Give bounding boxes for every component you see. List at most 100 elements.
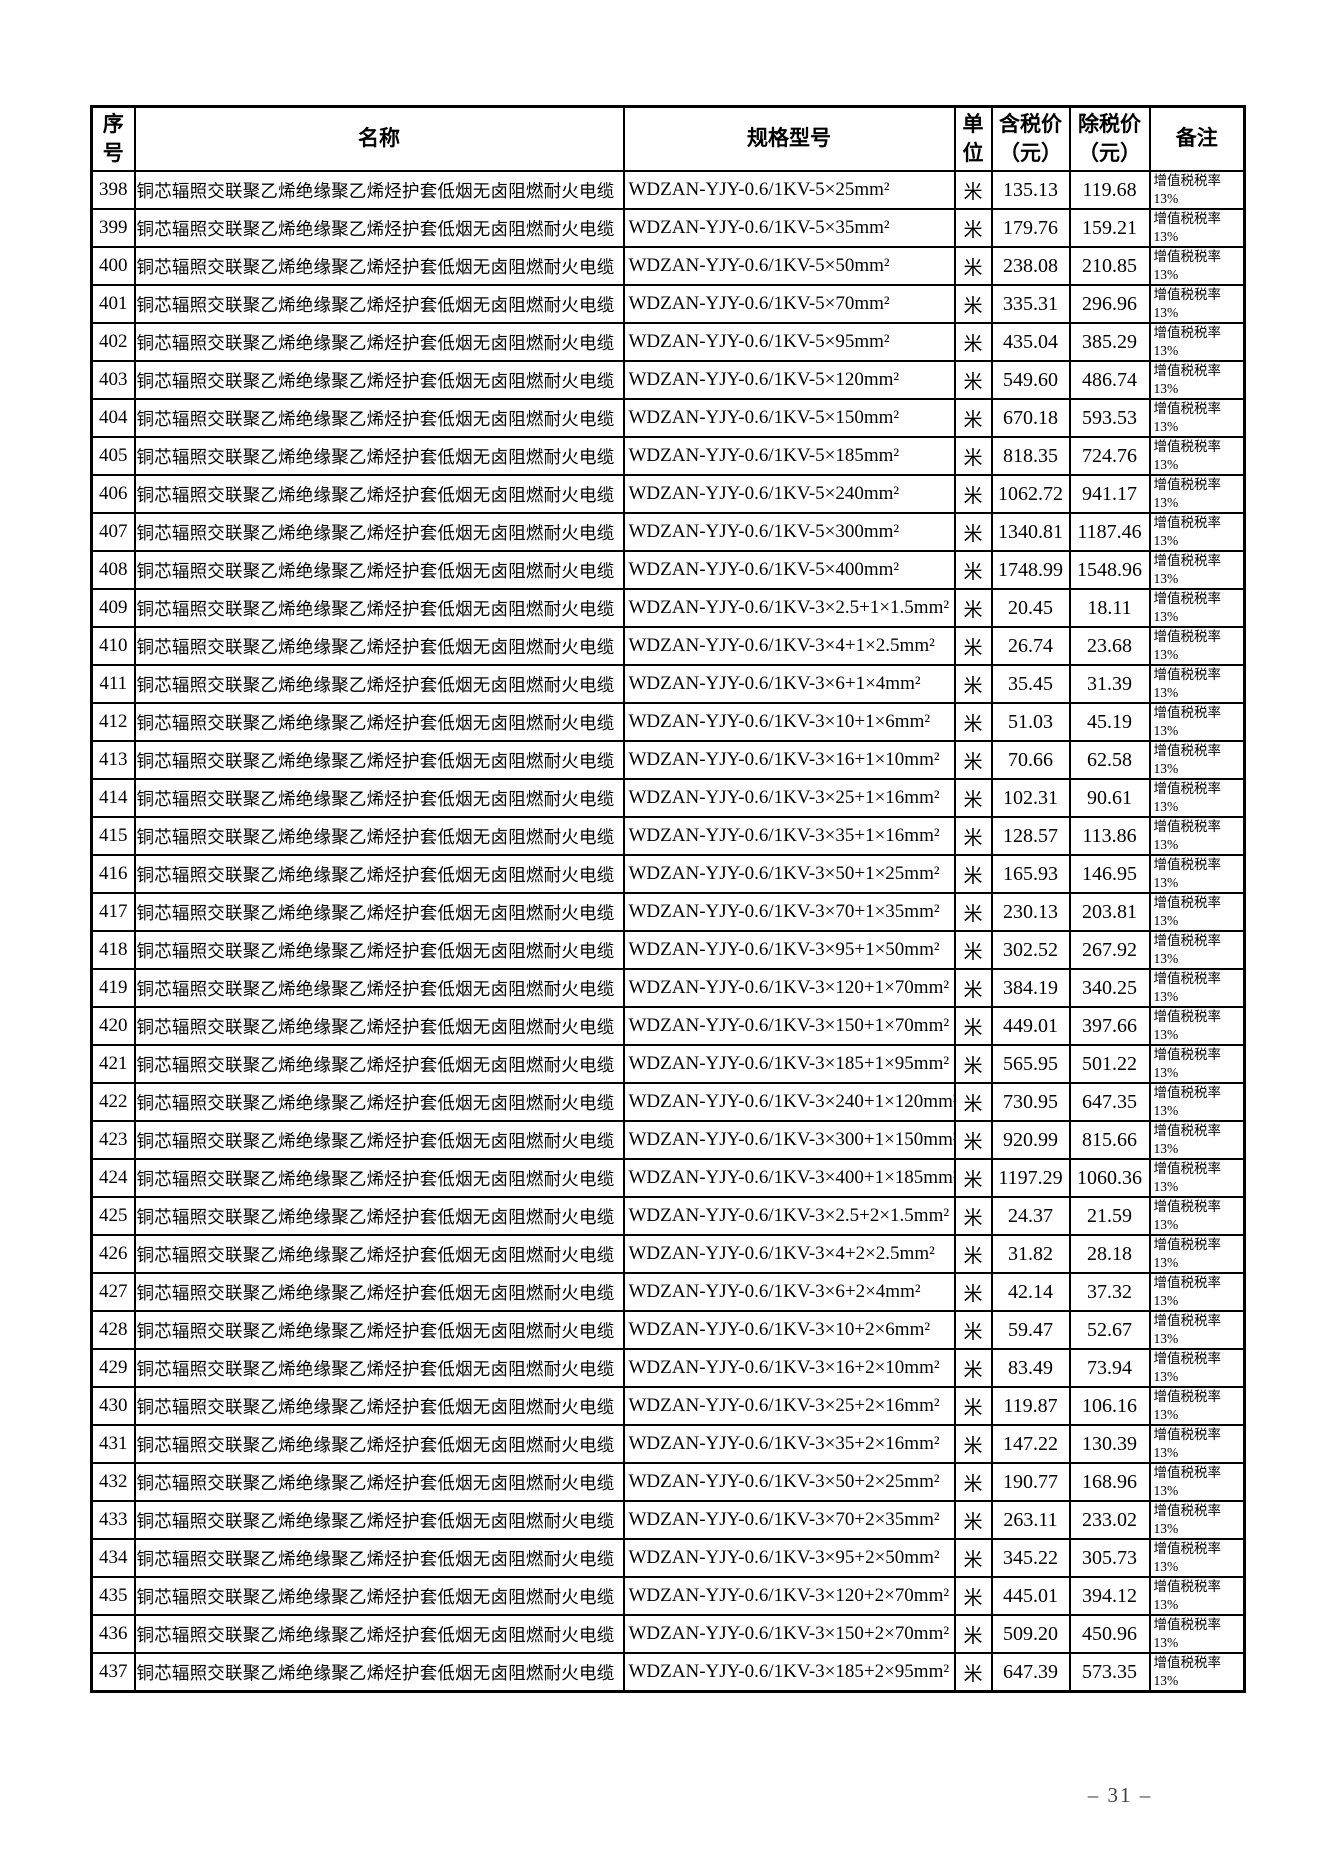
remark-rate-label: 增值税税率 [1153,1237,1222,1253]
cell-product-name: 铜芯辐照交联聚乙烯绝缘聚乙烯烃护套低烟无卤阻燃耐火电缆 [133,930,625,970]
cell-remark: 增值税税率 13% [1148,360,1246,400]
cell-unit: 米 [953,1196,993,1236]
cell-product-name: 铜芯辐照交联聚乙烯绝缘聚乙烯烃护套低烟无卤阻燃耐火电缆 [133,208,625,248]
cell-unit: 米 [953,1234,993,1274]
remark-rate-label: 增值税税率 [1153,667,1222,683]
remark-rate-label: 增值税税率 [1153,1617,1222,1633]
remark-rate-label: 增值税税率 [1153,743,1222,759]
cell-index: 436 [90,1614,136,1654]
table-row: 407 铜芯辐照交联聚乙烯绝缘聚乙烯烃护套低烟无卤阻燃耐火电缆 WDZAN-YJ… [90,512,1246,552]
cell-product-name: 铜芯辐照交联聚乙烯绝缘聚乙烯烃护套低烟无卤阻燃耐火电缆 [133,968,625,1008]
cell-remark: 增值税税率 13% [1148,1234,1246,1274]
remark-rate-value: 13% [1153,571,1179,586]
header-index-line2: 号 [102,141,124,165]
cell-spec-model: WDZAN-YJY-0.6/1KV-3×2.5+2×1.5mm² [622,1196,956,1236]
remark-rate-value: 13% [1153,305,1179,320]
cell-unit: 米 [953,816,993,856]
remark-rate-value: 13% [1153,761,1179,776]
cell-spec-model: WDZAN-YJY-0.6/1KV-3×400+1×185mm² [622,1158,956,1198]
cell-unit: 米 [953,1082,993,1122]
cell-product-name: 铜芯辐照交联聚乙烯绝缘聚乙烯烃护套低烟无卤阻燃耐火电缆 [133,550,625,590]
remark-rate-label: 增值税税率 [1153,933,1222,949]
cell-unit: 米 [953,1158,993,1198]
cell-index: 424 [90,1158,136,1198]
cell-index: 416 [90,854,136,894]
cell-remark: 增值税税率 13% [1148,1576,1246,1616]
cell-spec-model: WDZAN-YJY-0.6/1KV-3×35+2×16mm² [622,1424,956,1464]
table-row: 408 铜芯辐照交联聚乙烯绝缘聚乙烯烃护套低烟无卤阻燃耐火电缆 WDZAN-YJ… [90,550,1246,590]
table-row: 418 铜芯辐照交联聚乙烯绝缘聚乙烯烃护套低烟无卤阻燃耐火电缆 WDZAN-YJ… [90,930,1246,970]
cell-index: 403 [90,360,136,400]
cell-index: 405 [90,436,136,476]
remark-rate-label: 增值税税率 [1153,1351,1222,1367]
remark-rate-value: 13% [1153,951,1179,966]
cell-product-name: 铜芯辐照交联聚乙烯绝缘聚乙烯烃护套低烟无卤阻燃耐火电缆 [133,1120,625,1160]
cell-product-name: 铜芯辐照交联聚乙烯绝缘聚乙烯烃护套低烟无卤阻燃耐火电缆 [133,778,625,818]
cell-remark: 增值税税率 13% [1148,1424,1246,1464]
cell-price-without-tax: 1187.46 [1068,512,1151,552]
cell-price-without-tax: 267.92 [1068,930,1151,970]
cell-unit: 米 [953,740,993,780]
cell-unit: 米 [953,588,993,628]
cell-product-name: 铜芯辐照交联聚乙烯绝缘聚乙烯烃护套低烟无卤阻燃耐火电缆 [133,740,625,780]
cell-spec-model: WDZAN-YJY-0.6/1KV-3×95+2×50mm² [622,1538,956,1578]
cell-remark: 增值税税率 13% [1148,1348,1246,1388]
cell-spec-model: WDZAN-YJY-0.6/1KV-3×120+2×70mm² [622,1576,956,1616]
page-number: – 31 – [1087,1783,1153,1807]
cell-product-name: 铜芯辐照交联聚乙烯绝缘聚乙烯烃护套低烟无卤阻燃耐火电缆 [133,360,625,400]
remark-rate-value: 13% [1153,1673,1179,1688]
cell-product-name: 铜芯辐照交联聚乙烯绝缘聚乙烯烃护套低烟无卤阻燃耐火电缆 [133,1462,625,1502]
remark-rate-label: 增值税税率 [1153,1389,1222,1405]
cell-index: 413 [90,740,136,780]
table-row: 426 铜芯辐照交联聚乙烯绝缘聚乙烯烃护套低烟无卤阻燃耐火电缆 WDZAN-YJ… [90,1234,1246,1274]
remark-rate-label: 增值税税率 [1153,401,1222,417]
table-row: 403 铜芯辐照交联聚乙烯绝缘聚乙烯烃护套低烟无卤阻燃耐火电缆 WDZAN-YJ… [90,360,1246,400]
remark-rate-label: 增值税税率 [1153,819,1222,835]
table-header-row: 序 号 名称 规格型号 单 位 含税价 （元） 除税价 （元） 备注 [90,105,1246,172]
cell-price-with-tax: 190.77 [990,1462,1071,1502]
cell-price-with-tax: 670.18 [990,398,1071,438]
cell-price-with-tax: 445.01 [990,1576,1071,1616]
cell-spec-model: WDZAN-YJY-0.6/1KV-5×50mm² [622,246,956,286]
cell-spec-model: WDZAN-YJY-0.6/1KV-3×6+1×4mm² [622,664,956,704]
cell-index: 425 [90,1196,136,1236]
cell-spec-model: WDZAN-YJY-0.6/1KV-3×95+1×50mm² [622,930,956,970]
remark-rate-value: 13% [1153,1179,1179,1194]
cell-price-with-tax: 31.82 [990,1234,1071,1274]
remark-rate-value: 13% [1153,1369,1179,1384]
remark-rate-value: 13% [1153,685,1179,700]
cell-price-with-tax: 59.47 [990,1310,1071,1350]
remark-rate-value: 13% [1153,267,1179,282]
cell-price-without-tax: 296.96 [1068,284,1151,324]
cell-product-name: 铜芯辐照交联聚乙烯绝缘聚乙烯烃护套低烟无卤阻燃耐火电缆 [133,246,625,286]
table-row: 413 铜芯辐照交联聚乙烯绝缘聚乙烯烃护套低烟无卤阻燃耐火电缆 WDZAN-YJ… [90,740,1246,780]
cell-remark: 增值税税率 13% [1148,208,1246,248]
remark-rate-value: 13% [1153,1331,1179,1346]
cell-spec-model: WDZAN-YJY-0.6/1KV-3×185+1×95mm² [622,1044,956,1084]
cell-product-name: 铜芯辐照交联聚乙烯绝缘聚乙烯烃护套低烟无卤阻燃耐火电缆 [133,1538,625,1578]
cell-unit: 米 [953,626,993,666]
cell-price-without-tax: 73.94 [1068,1348,1151,1388]
cell-unit: 米 [953,1614,993,1654]
remark-rate-label: 增值税税率 [1153,1199,1222,1215]
table-row: 423 铜芯辐照交联聚乙烯绝缘聚乙烯烃护套低烟无卤阻燃耐火电缆 WDZAN-YJ… [90,1120,1246,1160]
cell-remark: 增值税税率 13% [1148,474,1246,514]
table-row: 427 铜芯辐照交联聚乙烯绝缘聚乙烯烃护套低烟无卤阻燃耐火电缆 WDZAN-YJ… [90,1272,1246,1312]
remark-rate-label: 增值税税率 [1153,857,1222,873]
table-row: 419 铜芯辐照交联聚乙烯绝缘聚乙烯烃护套低烟无卤阻燃耐火电缆 WDZAN-YJ… [90,968,1246,1008]
cell-index: 414 [90,778,136,818]
cell-unit: 米 [953,1348,993,1388]
cell-remark: 增值税税率 13% [1148,588,1246,628]
remark-rate-value: 13% [1153,875,1179,890]
table-row: 430 铜芯辐照交联聚乙烯绝缘聚乙烯烃护套低烟无卤阻燃耐火电缆 WDZAN-YJ… [90,1386,1246,1426]
header-unit-line1: 单 [962,111,984,136]
cell-unit: 米 [953,550,993,590]
cell-remark: 增值税税率 13% [1148,1120,1246,1160]
cell-remark: 增值税税率 13% [1148,398,1246,438]
cell-remark: 增值税税率 13% [1148,1310,1246,1350]
cell-product-name: 铜芯辐照交联聚乙烯绝缘聚乙烯烃护套低烟无卤阻燃耐火电缆 [133,1006,625,1046]
cell-remark: 增值税税率 13% [1148,550,1246,590]
header-index-line1: 序 [102,111,124,136]
remark-rate-label: 增值税税率 [1153,629,1222,645]
cell-price-with-tax: 102.31 [990,778,1071,818]
